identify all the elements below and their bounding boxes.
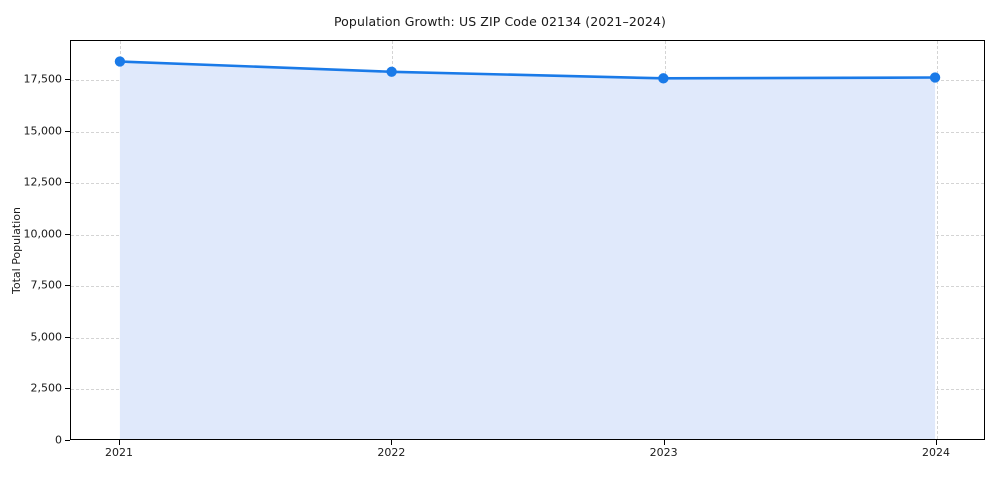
data-point-marker bbox=[114, 56, 126, 67]
y-axis-tick-mark bbox=[65, 130, 70, 132]
y-axis-tick-mark bbox=[65, 440, 70, 441]
y-axis-tick-label: 12,500 bbox=[23, 175, 63, 189]
y-axis-tick-mark bbox=[65, 285, 70, 287]
y-axis-tick-label: 5,000 bbox=[30, 330, 63, 344]
y-axis-tick-mark bbox=[65, 336, 70, 338]
x-axis-tick-label: 2023 bbox=[649, 446, 678, 459]
x-axis-tick-mark bbox=[663, 440, 665, 445]
y-axis-tick-label: 10,000 bbox=[23, 227, 63, 241]
line-total-population bbox=[118, 60, 937, 80]
y-axis-tick-label: 2,500 bbox=[30, 381, 63, 395]
y-axis-tick-label: 15,000 bbox=[23, 124, 63, 138]
y-axis-tick-label: 17,500 bbox=[23, 72, 63, 86]
chart-title: Population Growth: US ZIP Code 02134 (20… bbox=[333, 14, 667, 29]
x-axis-tick-label: 2024 bbox=[921, 446, 950, 459]
y-axis-tick-mark bbox=[65, 233, 70, 235]
data-point-marker bbox=[929, 72, 941, 83]
y-axis-tick-mark bbox=[65, 182, 70, 184]
data-point-marker bbox=[658, 73, 669, 84]
y-axis-tick-label: 7,500 bbox=[30, 278, 63, 292]
x-axis-tick-mark bbox=[119, 440, 121, 445]
x-axis-tick-mark bbox=[935, 440, 937, 445]
data-point-markers bbox=[114, 56, 941, 84]
data-point-marker bbox=[386, 66, 397, 77]
y-axis-tick-label: 0 bbox=[55, 433, 62, 447]
y-axis-tick-mark bbox=[65, 388, 70, 390]
x-axis-tick-labels: 2021 2022 2023 2024 bbox=[70, 446, 985, 466]
gridline-vertical bbox=[936, 41, 938, 439]
series-canvas bbox=[114, 56, 941, 439]
x-axis-tick-marks bbox=[70, 440, 985, 448]
area-fill-total-population bbox=[119, 61, 936, 439]
y-axis-tick-mark bbox=[65, 79, 70, 81]
y-axis-tick-marks bbox=[0, 40, 70, 441]
x-axis-tick-label: 2021 bbox=[105, 446, 134, 459]
x-axis-tick-mark bbox=[391, 440, 393, 445]
plot-area bbox=[70, 40, 985, 440]
y-axis-tick-labels: 0 2,500 5,000 7,500 10,000 12,500 15,000 17,500 bbox=[0, 40, 63, 447]
x-axis-tick-label: 2022 bbox=[377, 446, 406, 459]
